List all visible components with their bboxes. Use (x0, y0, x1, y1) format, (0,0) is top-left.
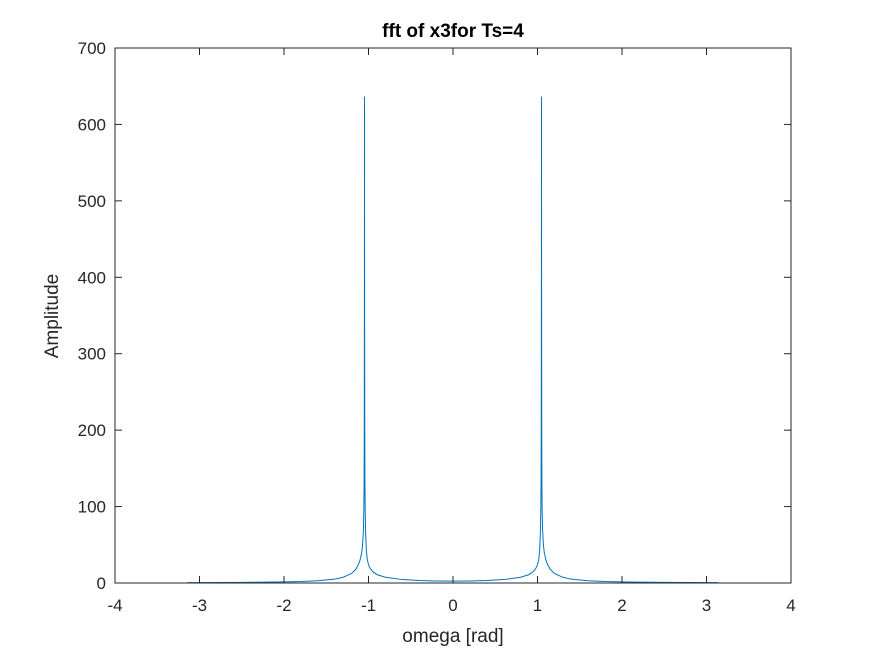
x-axis: -4 -3 -2 -1 0 1 2 3 4 (107, 48, 796, 615)
x-tick-label: -2 (276, 596, 291, 615)
plot-area (115, 48, 791, 583)
y-tick-label: 400 (78, 268, 106, 287)
y-axis-label: Amplitude (42, 274, 63, 359)
y-tick-label: 500 (78, 192, 106, 211)
y-tick-label: 100 (78, 498, 106, 517)
y-tick-label: 0 (97, 574, 106, 593)
x-axis-label: omega [rad] (402, 626, 503, 647)
x-tick-label: 0 (448, 596, 457, 615)
y-tick-label: 600 (78, 115, 106, 134)
chart-title: fft of x3for Ts=4 (382, 21, 524, 42)
x-tick-label: 1 (533, 596, 542, 615)
y-tick-label: 700 (78, 39, 106, 58)
x-tick-label: -1 (361, 596, 376, 615)
y-axis: 0 100 200 300 400 500 600 700 (78, 39, 791, 593)
x-tick-label: 3 (702, 596, 711, 615)
x-tick-label: 2 (617, 596, 626, 615)
x-tick-label: -3 (192, 596, 207, 615)
y-tick-label: 200 (78, 421, 106, 440)
x-tick-label: 4 (786, 596, 795, 615)
x-tick-label: -4 (107, 596, 122, 615)
y-tick-label: 300 (78, 345, 106, 364)
